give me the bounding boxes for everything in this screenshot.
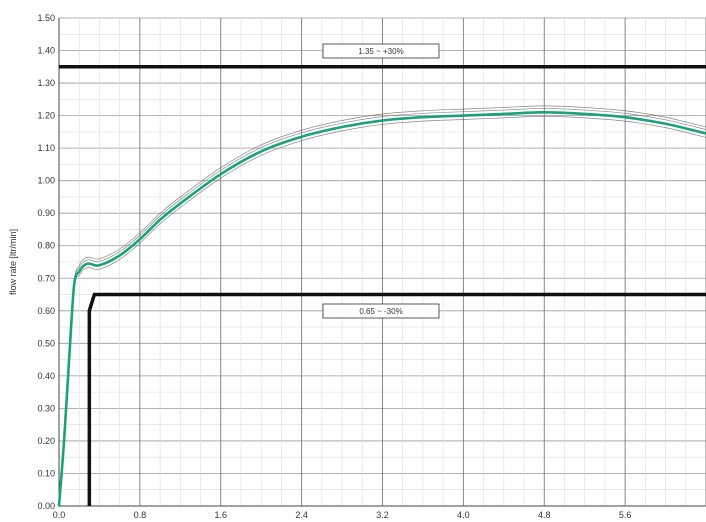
- series-line: [57, 111, 706, 507]
- y-tick-label: 1.50: [37, 13, 55, 23]
- trace-line: [58, 115, 706, 508]
- y-axis-label: flow rate [ltr/min]: [8, 229, 18, 295]
- y-tick-label: 0.00: [37, 501, 55, 511]
- grid: [58, 17, 706, 507]
- limit-annotation-box: [322, 303, 440, 319]
- x-tick-label: 3.2: [376, 510, 389, 520]
- lower-limit-line: [87, 292, 706, 506]
- x-tick-label: 4.0: [457, 510, 470, 520]
- trace-line: [58, 105, 706, 503]
- trace-line: [58, 108, 706, 505]
- y-tick-label: 0.50: [37, 338, 55, 348]
- x-tick-label: 4.8: [538, 510, 551, 520]
- y-tick-label: 0.30: [37, 403, 55, 413]
- y-tick-label: 1.00: [37, 176, 55, 186]
- y-tick-labels: 0.00 0.10 0.20 0.30 0.40 0.50 0.60 0.70 0.80 0.90…: [37, 13, 55, 511]
- y-tick-label: 0.70: [37, 273, 55, 283]
- series-group: [57, 105, 706, 508]
- x-tick-label: 1.6: [214, 510, 227, 520]
- y-tick-label: 1.20: [37, 111, 55, 121]
- x-tick-label: 0.8: [134, 510, 147, 520]
- x-tick-label: 2.4: [295, 510, 308, 520]
- y-tick-label: 0.20: [37, 436, 55, 446]
- x-tick-labels: 0.0 0.8 1.6 2.4 3.2 4.0 4.8 5.6: [53, 510, 632, 520]
- limit-lines: 1.35 ~ +30% 0.65 ~ -30%: [59, 43, 706, 506]
- limit-annotation-text: 0.65 ~ -30%: [359, 307, 402, 316]
- y-tick-label: 1.30: [37, 78, 55, 88]
- y-tick-label: 0.40: [37, 371, 55, 381]
- limit-annotation-box: [322, 43, 440, 59]
- y-tick-label: 0.60: [37, 306, 55, 316]
- x-tick-label: 0.0: [53, 510, 66, 520]
- y-tick-label: 0.80: [37, 241, 55, 251]
- y-tick-label: 1.10: [37, 143, 55, 153]
- y-tick-label: 0.10: [37, 468, 55, 478]
- y-tick-label: 0.90: [37, 208, 55, 218]
- y-tick-label: 1.40: [37, 46, 55, 56]
- x-tick-label: 5.6: [619, 510, 632, 520]
- limit-annotation-text: 1.35 ~ +30%: [358, 47, 403, 56]
